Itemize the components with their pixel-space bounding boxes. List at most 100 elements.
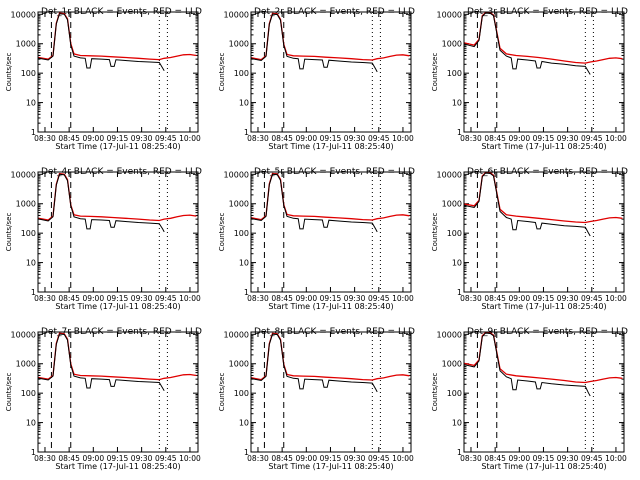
y-tick-label: 10000	[11, 10, 36, 19]
plot-frame	[37, 11, 199, 133]
lld-series-line	[38, 332, 197, 381]
lld-series-line	[251, 12, 410, 61]
x-tick-label: 09:30	[557, 134, 579, 143]
plot-frame	[463, 331, 625, 453]
x-tick-label: 09:45	[581, 134, 603, 143]
x-tick-label: 10:00	[605, 454, 627, 463]
lld-series-line	[251, 172, 410, 221]
x-tick-label: 09:45	[155, 454, 177, 463]
x-axis-label: Start Time (17-Jul-11 08:25:40)	[55, 142, 180, 151]
x-tick-label: 08:30	[247, 294, 269, 303]
x-tick-label: 08:45	[58, 294, 80, 303]
y-axis-label: Counts/sec	[5, 213, 13, 252]
y-tick-label: 100	[21, 229, 36, 238]
detector-panel: Det_7r BLACK = Events, RED = LLD11010010…	[5, 327, 202, 471]
y-tick-label: 10000	[437, 170, 462, 179]
events-series-line	[251, 173, 378, 233]
events-series-line	[38, 13, 165, 72]
y-tick-label: 1000	[16, 40, 36, 49]
x-tick-label: 08:30	[460, 294, 482, 303]
events-series-line	[464, 332, 591, 397]
x-tick-label: 08:30	[247, 454, 269, 463]
x-tick-label: 08:30	[247, 134, 269, 143]
detector-panel: Det_5r BLACK = Events, RED = LLD11010010…	[218, 167, 415, 311]
x-tick-label: 08:30	[460, 454, 482, 463]
plot-frame	[250, 331, 412, 453]
y-tick-label: 10000	[437, 330, 462, 339]
x-tick-label: 08:45	[484, 454, 506, 463]
events-series-line	[38, 333, 165, 392]
x-tick-label: 08:45	[271, 294, 293, 303]
y-tick-label: 10	[26, 99, 36, 108]
x-tick-label: 09:30	[344, 134, 366, 143]
plot-frame	[37, 171, 199, 293]
plot-frame	[250, 171, 412, 293]
x-tick-label: 09:30	[131, 454, 153, 463]
x-tick-label: 09:00	[508, 134, 530, 143]
detector-panel: Det_9r BLACK = Events, RED = LLD11010010…	[431, 327, 628, 471]
x-tick-label: 09:30	[131, 294, 153, 303]
x-axis-label: Start Time (17-Jul-11 08:25:40)	[268, 142, 393, 151]
x-tick-label: 08:30	[34, 454, 56, 463]
x-tick-label: 10:00	[179, 294, 201, 303]
y-tick-label: 10	[26, 419, 36, 428]
y-tick-label: 10000	[224, 10, 249, 19]
x-tick-label: 09:00	[508, 454, 530, 463]
x-tick-label: 09:45	[581, 454, 603, 463]
detector-panel: Det_2r BLACK = Events, RED = LLD11010010…	[218, 7, 415, 151]
x-tick-label: 09:15	[533, 294, 555, 303]
x-tick-label: 09:15	[107, 134, 129, 143]
detector-panel: Det_1r BLACK = Events, RED = LLD11010010…	[5, 7, 202, 151]
x-axis-label: Start Time (17-Jul-11 08:25:40)	[55, 462, 180, 471]
x-tick-label: 08:45	[271, 134, 293, 143]
plot-frame	[463, 11, 625, 133]
y-axis-label: Counts/sec	[431, 213, 439, 252]
x-tick-label: 10:00	[605, 294, 627, 303]
y-tick-label: 10	[239, 419, 249, 428]
x-tick-label: 09:00	[82, 294, 104, 303]
y-tick-label: 100	[447, 389, 462, 398]
y-tick-label: 100	[234, 389, 249, 398]
x-tick-label: 09:45	[155, 134, 177, 143]
x-tick-label: 09:15	[320, 294, 342, 303]
x-tick-label: 09:30	[344, 294, 366, 303]
x-tick-label: 09:00	[295, 454, 317, 463]
x-tick-label: 10:00	[179, 134, 201, 143]
x-tick-label: 09:00	[295, 294, 317, 303]
detector-panel: Det_6r BLACK = Events, RED = LLD11010010…	[431, 167, 628, 311]
y-tick-label: 1000	[16, 360, 36, 369]
events-series-line	[464, 172, 591, 237]
y-tick-label: 100	[234, 229, 249, 238]
x-tick-label: 09:30	[344, 454, 366, 463]
x-tick-label: 09:15	[320, 134, 342, 143]
events-series-line	[38, 173, 165, 233]
x-tick-label: 09:45	[581, 294, 603, 303]
x-tick-label: 09:00	[82, 134, 104, 143]
plot-frame	[250, 11, 412, 133]
y-tick-label: 1000	[229, 40, 249, 49]
plot-frame	[37, 331, 199, 453]
y-tick-label: 10	[239, 99, 249, 108]
x-tick-label: 08:45	[271, 454, 293, 463]
y-axis-label: Counts/sec	[431, 53, 439, 92]
y-tick-label: 1000	[229, 200, 249, 209]
x-tick-label: 10:00	[392, 134, 414, 143]
y-tick-label: 1	[457, 128, 462, 137]
x-tick-label: 10:00	[605, 134, 627, 143]
x-tick-label: 09:15	[533, 134, 555, 143]
y-tick-label: 10000	[11, 170, 36, 179]
x-tick-label: 10:00	[392, 294, 414, 303]
y-tick-label: 1	[457, 288, 462, 297]
x-axis-label: Start Time (17-Jul-11 08:25:40)	[268, 302, 393, 311]
y-axis-label: Counts/sec	[431, 373, 439, 412]
y-tick-label: 10000	[437, 10, 462, 19]
y-tick-label: 1000	[16, 200, 36, 209]
lld-series-line	[464, 332, 623, 384]
y-tick-label: 10	[452, 99, 462, 108]
x-tick-label: 09:15	[107, 294, 129, 303]
y-tick-label: 1	[244, 288, 249, 297]
y-tick-label: 1	[31, 288, 36, 297]
y-tick-label: 10	[452, 419, 462, 428]
y-tick-label: 10000	[224, 330, 249, 339]
